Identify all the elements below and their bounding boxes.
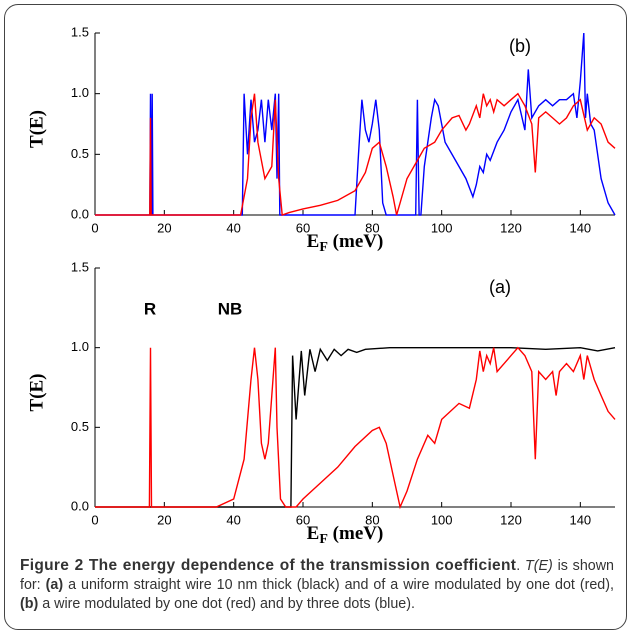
caption-italic: T(E) xyxy=(524,558,553,574)
caption: Figure 2 The energy dependence of the tr… xyxy=(20,556,614,614)
x-axis-label-part: F xyxy=(319,532,328,547)
caption-title: Figure 2 The energy dependence of the tr… xyxy=(20,557,517,574)
y-tick-label: 1.0 xyxy=(71,339,89,354)
series-line xyxy=(95,346,616,510)
y-tick-label: 0.0 xyxy=(71,498,89,513)
x-axis-label-part: E xyxy=(307,523,320,544)
y-axis-label: T(E) xyxy=(26,110,47,148)
caption-text: is shown for: xyxy=(20,558,614,593)
annotation: R xyxy=(144,299,156,318)
annotation: (b) xyxy=(509,36,531,56)
x-tick-label: 100 xyxy=(431,512,453,527)
figure-frame xyxy=(4,4,627,630)
y-axis-label: T(E) xyxy=(26,374,47,412)
x-tick-label: 60 xyxy=(296,220,310,235)
x-axis-label-part: F xyxy=(319,240,328,255)
caption-text: a wire modulated by one dot (red) and by… xyxy=(38,596,415,612)
caption-bold: (b) xyxy=(20,596,39,612)
x-tick-label: 60 xyxy=(296,512,310,527)
x-tick-label: 140 xyxy=(569,220,591,235)
y-tick-label: 0.0 xyxy=(71,206,89,221)
y-tick-label: 1.0 xyxy=(71,85,89,100)
series-line xyxy=(95,32,616,216)
x-tick-label: 20 xyxy=(157,220,171,235)
x-axis-label-part: E xyxy=(307,231,320,252)
x-axis-label: EF (meV) xyxy=(307,231,384,255)
caption-text: . xyxy=(516,558,525,574)
caption-text: a uniform straight wire 10 nm thick (bla… xyxy=(63,577,614,593)
x-tick-label: 40 xyxy=(226,512,240,527)
y-tick-label: 0.5 xyxy=(71,146,89,161)
series-line xyxy=(95,346,616,508)
x-tick-label: 120 xyxy=(500,220,522,235)
y-tick-label: 1.5 xyxy=(71,259,89,274)
x-tick-label: 80 xyxy=(365,220,379,235)
annotation: NB xyxy=(218,299,243,318)
caption-bold: (a) xyxy=(45,577,64,593)
x-axis-label-part: (meV) xyxy=(328,523,383,544)
x-axis-label-part: (meV) xyxy=(328,231,383,252)
x-tick-label: 40 xyxy=(226,220,240,235)
series-line xyxy=(95,92,616,216)
y-tick-label: 0.5 xyxy=(71,419,89,434)
x-tick-label: 100 xyxy=(431,220,453,235)
x-tick-label: 120 xyxy=(500,512,522,527)
x-tick-label: 140 xyxy=(569,512,591,527)
x-tick-label: 20 xyxy=(157,512,171,527)
y-tick-label: 1.5 xyxy=(71,24,89,39)
x-tick-label: 0 xyxy=(91,512,98,527)
annotation: (a) xyxy=(489,277,511,297)
x-tick-label: 80 xyxy=(365,512,379,527)
x-tick-label: 0 xyxy=(91,220,98,235)
x-axis-label: EF (meV) xyxy=(307,523,384,547)
